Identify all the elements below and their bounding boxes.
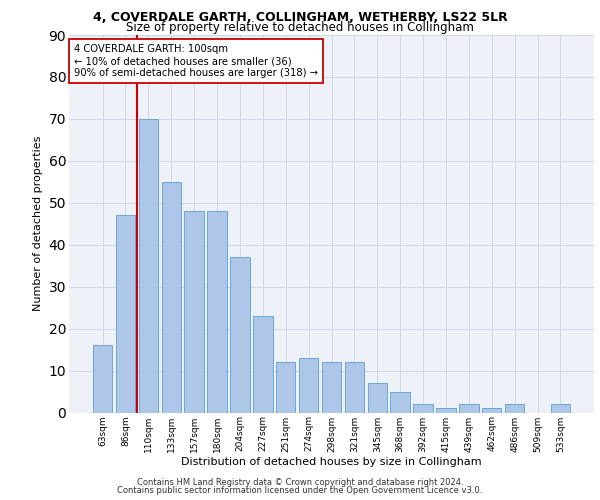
Bar bbox=[436, 408, 455, 412]
Text: Contains public sector information licensed under the Open Government Licence v3: Contains public sector information licen… bbox=[118, 486, 482, 495]
Text: 4 COVERDALE GARTH: 100sqm
← 10% of detached houses are smaller (36)
90% of semi-: 4 COVERDALE GARTH: 100sqm ← 10% of detac… bbox=[74, 44, 318, 78]
Bar bbox=[184, 211, 204, 412]
Bar bbox=[459, 404, 479, 412]
Bar bbox=[230, 258, 250, 412]
Bar bbox=[161, 182, 181, 412]
Bar bbox=[93, 346, 112, 412]
Bar bbox=[276, 362, 295, 412]
Text: Size of property relative to detached houses in Collingham: Size of property relative to detached ho… bbox=[126, 21, 474, 34]
Text: 4, COVERDALE GARTH, COLLINGHAM, WETHERBY, LS22 5LR: 4, COVERDALE GARTH, COLLINGHAM, WETHERBY… bbox=[92, 11, 508, 24]
Bar bbox=[116, 216, 135, 412]
Y-axis label: Number of detached properties: Number of detached properties bbox=[33, 136, 43, 312]
Bar bbox=[413, 404, 433, 412]
Bar bbox=[299, 358, 319, 412]
Bar bbox=[139, 119, 158, 412]
Bar bbox=[368, 383, 387, 412]
X-axis label: Distribution of detached houses by size in Collingham: Distribution of detached houses by size … bbox=[181, 457, 482, 467]
Bar bbox=[322, 362, 341, 412]
Bar bbox=[344, 362, 364, 412]
Bar bbox=[391, 392, 410, 412]
Bar bbox=[253, 316, 272, 412]
Bar bbox=[505, 404, 524, 412]
Bar bbox=[551, 404, 570, 412]
Bar bbox=[482, 408, 502, 412]
Bar bbox=[208, 211, 227, 412]
Text: Contains HM Land Registry data © Crown copyright and database right 2024.: Contains HM Land Registry data © Crown c… bbox=[137, 478, 463, 487]
